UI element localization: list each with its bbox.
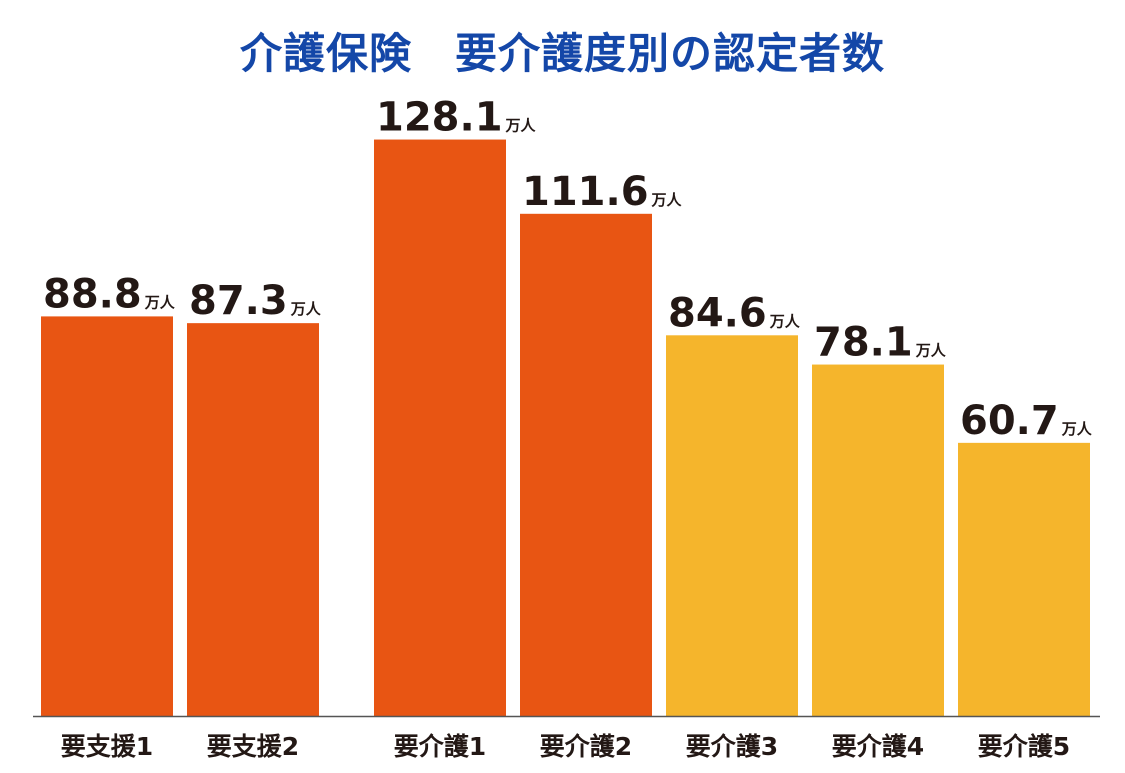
value-number: 88.8 <box>43 271 142 317</box>
value-number: 84.6 <box>668 290 767 336</box>
category-label: 要介護5 <box>978 732 1070 761</box>
value-unit: 万人 <box>144 293 176 311</box>
chart-title: 介護保険 要介護度別の認定者数 <box>239 29 885 78</box>
bar-要介護1 <box>374 139 506 717</box>
category-label: 要支援2 <box>207 732 299 761</box>
value-label: 128.1 万人 <box>376 95 537 141</box>
value-unit: 万人 <box>1061 420 1093 438</box>
value-unit: 万人 <box>505 117 537 135</box>
category-label: 要支援1 <box>61 732 153 761</box>
value-number: 111.6 <box>522 169 649 215</box>
bar-要介護3 <box>666 335 798 716</box>
value-number: 60.7 <box>960 398 1059 444</box>
value-label: 84.6 万人 <box>668 290 801 336</box>
bar-要介護4 <box>812 364 944 716</box>
value-label: 78.1 万人 <box>814 320 947 366</box>
value-label: 88.8 万人 <box>43 271 176 317</box>
value-unit: 万人 <box>769 312 801 330</box>
category-label: 要介護2 <box>540 732 632 761</box>
value-number: 78.1 <box>814 320 913 366</box>
value-label: 60.7 万人 <box>960 398 1093 444</box>
value-label: 87.3 万人 <box>189 278 322 324</box>
bar-要支援2 <box>187 323 319 716</box>
value-unit: 万人 <box>915 342 947 360</box>
category-label: 要介護3 <box>686 732 778 761</box>
value-unit: 万人 <box>290 300 322 318</box>
value-unit: 万人 <box>651 191 683 209</box>
value-label: 111.6 万人 <box>522 169 683 215</box>
bar-要支援1 <box>41 316 173 716</box>
value-number: 128.1 <box>376 95 503 141</box>
category-label: 要介護4 <box>832 732 924 761</box>
value-number: 87.3 <box>189 278 288 324</box>
bar-要介護5 <box>958 442 1090 716</box>
bar-要介護2 <box>520 213 652 717</box>
category-label: 要介護1 <box>394 732 486 761</box>
